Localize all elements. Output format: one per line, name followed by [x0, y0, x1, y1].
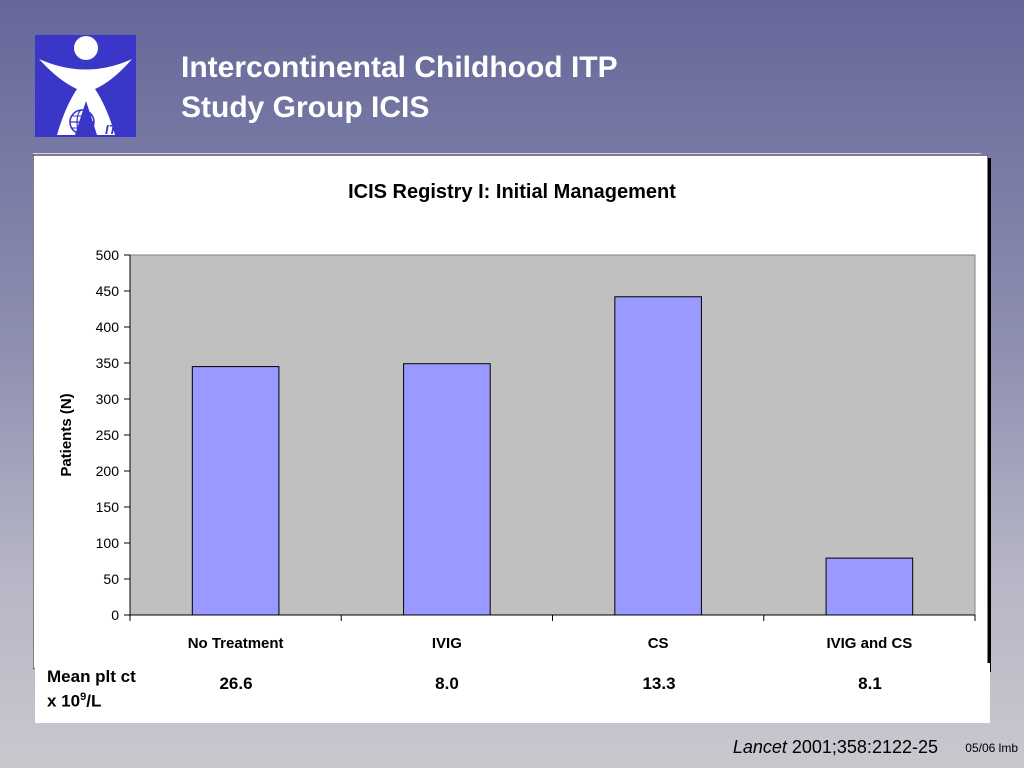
slide-title-line-2: Study Group ICIS — [181, 91, 430, 124]
y-tick-label-50: 50 — [103, 571, 119, 587]
mean-platelet-value-ivig: 8.0 — [435, 674, 459, 693]
footer-code: 05/06 lmb — [965, 741, 1018, 755]
y-tick-label-400: 400 — [96, 319, 120, 335]
mean-platelet-value-no-treatment: 26.6 — [219, 674, 253, 693]
x-tick-label-ivig-and-cs: IVIG and CS — [826, 635, 912, 652]
mean-platelet-label-line-2: x 109/L — [47, 687, 136, 712]
slide-title-line-1: Intercontinental Childhood ITP — [181, 51, 618, 84]
mean-platelet-label: Mean plt ct x 109/L — [47, 667, 136, 712]
bar-chart: ICIS Registry I: Initial Management Pati… — [33, 155, 988, 669]
bar-cs — [614, 296, 702, 616]
y-tick-label-100: 100 — [96, 535, 120, 551]
y-axis-label: Patients (N) — [58, 393, 75, 476]
unit-suffix: /L — [86, 691, 102, 711]
y-tick-label-200: 200 — [96, 463, 120, 479]
unit-exponent: 9 — [80, 691, 87, 703]
x-tick-label-cs: CS — [648, 635, 669, 652]
y-tick-label-500: 500 — [96, 247, 120, 263]
mean-platelet-row: Mean plt ct x 109/L 26.6 8.0 13.3 8.1 — [35, 663, 990, 723]
unit-prefix: x 10 — [47, 691, 81, 711]
y-tick-label-300: 300 — [96, 391, 120, 407]
chart-title: ICIS Registry I: Initial Management — [348, 181, 676, 203]
icis-logo: ITP — [35, 35, 136, 137]
bar-ivig — [403, 363, 491, 616]
slide-title: Intercontinental Childhood ITP Study Gro… — [181, 48, 618, 128]
mean-platelet-label-line-1: Mean plt ct — [47, 667, 136, 686]
y-tick-label-0: 0 — [111, 607, 119, 623]
mean-platelet-value-ivig-and-cs: 8.1 — [858, 674, 882, 693]
globe-icon — [69, 109, 95, 135]
y-tick-label-450: 450 — [96, 283, 120, 299]
citation-journal: Lancet — [732, 737, 787, 757]
title-divider — [33, 153, 981, 154]
x-tick-label-ivig: IVIG — [432, 635, 462, 652]
bar-ivig-and-cs — [825, 557, 914, 616]
bar-no-treatment — [191, 366, 280, 616]
svg-text:ITP: ITP — [105, 122, 126, 137]
citation-reference: 2001;358:2122-25 — [786, 737, 938, 757]
y-tick-label-250: 250 — [96, 427, 120, 443]
y-tick-label-350: 350 — [96, 355, 120, 371]
x-tick-label-no-treatment: No Treatment — [188, 635, 284, 652]
citation: Lancet 2001;358:2122-25 — [733, 737, 938, 758]
y-tick-label-150: 150 — [96, 499, 120, 515]
mean-platelet-value-cs: 13.3 — [642, 674, 676, 693]
